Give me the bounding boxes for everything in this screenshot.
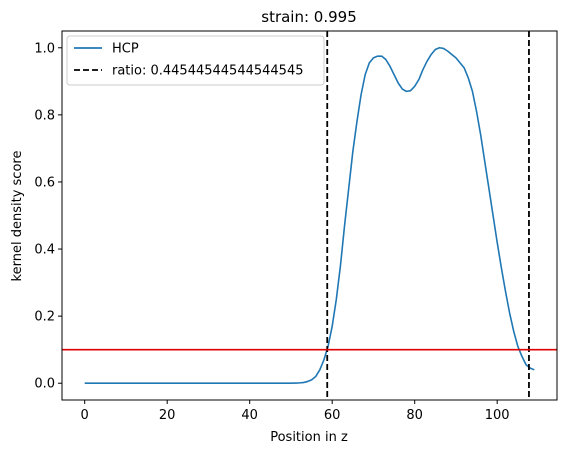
x-tick-label-100: 100 xyxy=(485,408,510,423)
x-tick-label-60: 60 xyxy=(324,408,341,423)
legend-label-ratio: ratio: 0.44544544544544545 xyxy=(112,64,304,79)
y-tick-label-2: 0.4 xyxy=(34,243,55,258)
legend: HCP ratio: 0.44544544544544545 xyxy=(66,35,325,86)
y-tick-label-4: 0.8 xyxy=(34,108,55,123)
plot-area: 0 20 40 60 80 100 0.0 0.2 0.4 0.6 0.8 1.0 xyxy=(34,30,558,423)
x-tick-label-40: 40 xyxy=(241,408,258,423)
x-tick-label-80: 80 xyxy=(406,408,423,423)
axes-frame xyxy=(61,30,558,401)
y-axis-label: kernel density score xyxy=(10,151,25,282)
legend-label-hcp: HCP xyxy=(112,42,139,57)
y-tick-label-5: 1.0 xyxy=(34,41,55,56)
y-tick-label-1: 0.2 xyxy=(34,310,55,325)
y-tick-label-0: 0.0 xyxy=(34,377,55,392)
x-tick-label-20: 20 xyxy=(159,408,176,423)
chart-title: strain: 0.995 xyxy=(261,8,357,26)
legend-box xyxy=(66,35,325,86)
x-axis-label: Position in z xyxy=(270,430,348,445)
x-tick-label-0: 0 xyxy=(81,408,89,423)
y-tick-label-3: 0.6 xyxy=(34,175,55,190)
series-line-hcp xyxy=(84,46,535,385)
